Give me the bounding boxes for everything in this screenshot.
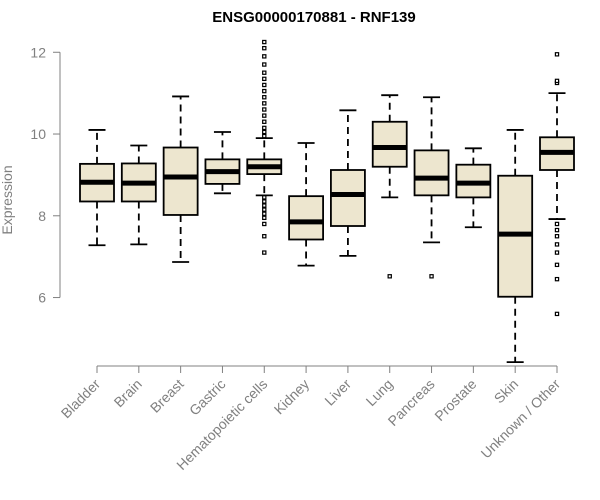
outlier-point (554, 221, 560, 227)
outlier-point (262, 234, 267, 239)
x-tick-label: Kidney (271, 376, 313, 418)
outlier-point (554, 262, 560, 268)
box (413, 149, 450, 197)
outlier-point (262, 199, 267, 204)
y-axis: 6 8 10 12 (30, 44, 61, 306)
outlier-point (262, 125, 267, 131)
box-group (204, 131, 241, 195)
outlier-point (262, 250, 267, 255)
outlier-point (554, 227, 560, 233)
outlier-point (262, 62, 267, 67)
box-group (455, 147, 492, 229)
box (288, 195, 324, 241)
chart-title: ENSG00000170881 - RNF139 (212, 9, 415, 26)
x-tick-label: Breast (147, 376, 187, 416)
outlier-point (554, 234, 560, 239)
outlier-point (262, 45, 267, 51)
x-tick-label: Unknown / Other (478, 376, 564, 462)
outlier-point (262, 107, 267, 112)
outlier-point (429, 274, 434, 279)
outlier-point (262, 70, 267, 75)
outlier-point (262, 119, 267, 124)
box-group (120, 144, 157, 246)
outlier-point (554, 311, 560, 317)
outlier-point (262, 76, 267, 82)
box-group (539, 52, 575, 317)
outlier-point (262, 203, 267, 208)
box-group (497, 129, 534, 364)
outlier-point (262, 95, 267, 100)
outlier-point (262, 215, 267, 221)
outlier-point (262, 129, 267, 135)
outlier-point (262, 133, 267, 139)
outlier-point (262, 82, 267, 88)
outlier-point (262, 39, 267, 45)
outlier-point (387, 274, 392, 279)
y-tick-label: 8 (38, 208, 46, 224)
x-tick-label: Brain (111, 376, 145, 410)
box-group (413, 96, 450, 279)
box (330, 169, 366, 227)
outlier-point (554, 242, 560, 247)
outlier-point (262, 88, 267, 94)
y-tick-label: 10 (30, 126, 46, 142)
outlier-point (262, 113, 267, 118)
outlier-point (554, 250, 560, 255)
box (371, 120, 408, 168)
outlier-point (262, 211, 267, 216)
box-group (288, 142, 324, 267)
outlier-point (554, 78, 560, 84)
box (162, 146, 199, 216)
y-tick-label: 6 (38, 290, 46, 306)
y-tick-label: 12 (30, 44, 46, 60)
box-group (371, 94, 408, 279)
x-tick-label: Lung (363, 376, 396, 409)
outlier-point (262, 54, 267, 59)
outlier-point (262, 101, 267, 106)
x-tick-label: Bladder (58, 376, 104, 422)
outlier-point (262, 207, 267, 212)
outlier-point (554, 276, 560, 282)
box-group (330, 109, 366, 257)
box-group (246, 39, 283, 255)
box-series (79, 39, 575, 364)
outlier-point (262, 221, 267, 227)
x-tick-label: Liver (321, 376, 354, 409)
box-group (162, 95, 199, 263)
outlier-point (554, 52, 560, 57)
x-tick-label: Prostate (431, 376, 479, 424)
outlier-point (262, 195, 267, 200)
box-group (79, 129, 115, 247)
x-tick-label: Skin (491, 376, 522, 407)
y-axis-label: Expression (0, 165, 15, 234)
